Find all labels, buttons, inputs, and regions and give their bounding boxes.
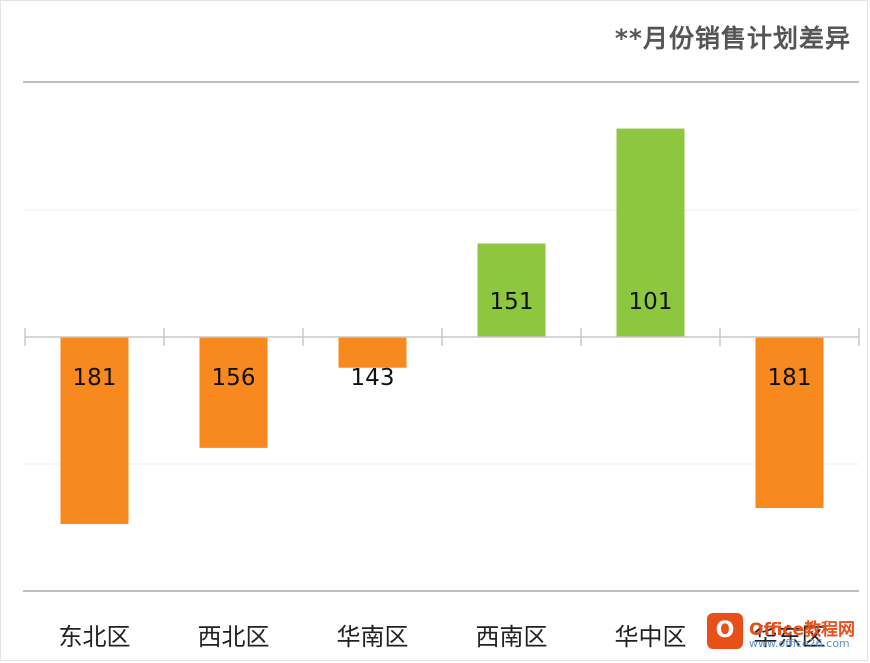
data-label-5: 101 bbox=[629, 289, 673, 315]
category-label-5: 华中区 bbox=[615, 623, 687, 651]
data-label-2: 156 bbox=[212, 365, 256, 391]
data-label-4: 151 bbox=[490, 289, 534, 315]
bar-6 bbox=[755, 337, 824, 509]
watermark-logo: O Office教程网 www.office26.com bbox=[707, 609, 867, 657]
label-layer: 181 东北区 156 西北区 143 华南区 151 西南区 101 华中区 181 华东区 bbox=[59, 289, 826, 651]
category-label-3: 华南区 bbox=[337, 623, 409, 651]
category-label-1: 东北区 bbox=[59, 623, 131, 651]
category-label-6: 华东区 bbox=[754, 623, 826, 651]
data-label-6: 181 bbox=[768, 365, 812, 391]
bar-2 bbox=[199, 337, 268, 448]
category-label-2: 西北区 bbox=[198, 623, 270, 651]
bar-layer bbox=[60, 128, 824, 525]
data-label-3: 143 bbox=[351, 365, 395, 391]
bar-5 bbox=[616, 128, 685, 337]
bar-1 bbox=[60, 337, 129, 525]
chart-title: **月份销售计划差异 bbox=[614, 24, 851, 53]
bar-3 bbox=[338, 337, 407, 368]
watermark-url: www.office26.com bbox=[749, 637, 850, 650]
axis-layer bbox=[24, 328, 860, 346]
office-logo-icon: O bbox=[707, 613, 743, 649]
data-label-1: 181 bbox=[73, 365, 117, 391]
grid-layer bbox=[23, 81, 859, 592]
bar-4 bbox=[477, 243, 546, 337]
category-label-4: 西南区 bbox=[476, 623, 548, 651]
watermark-text: Office教程网 bbox=[749, 620, 856, 640]
